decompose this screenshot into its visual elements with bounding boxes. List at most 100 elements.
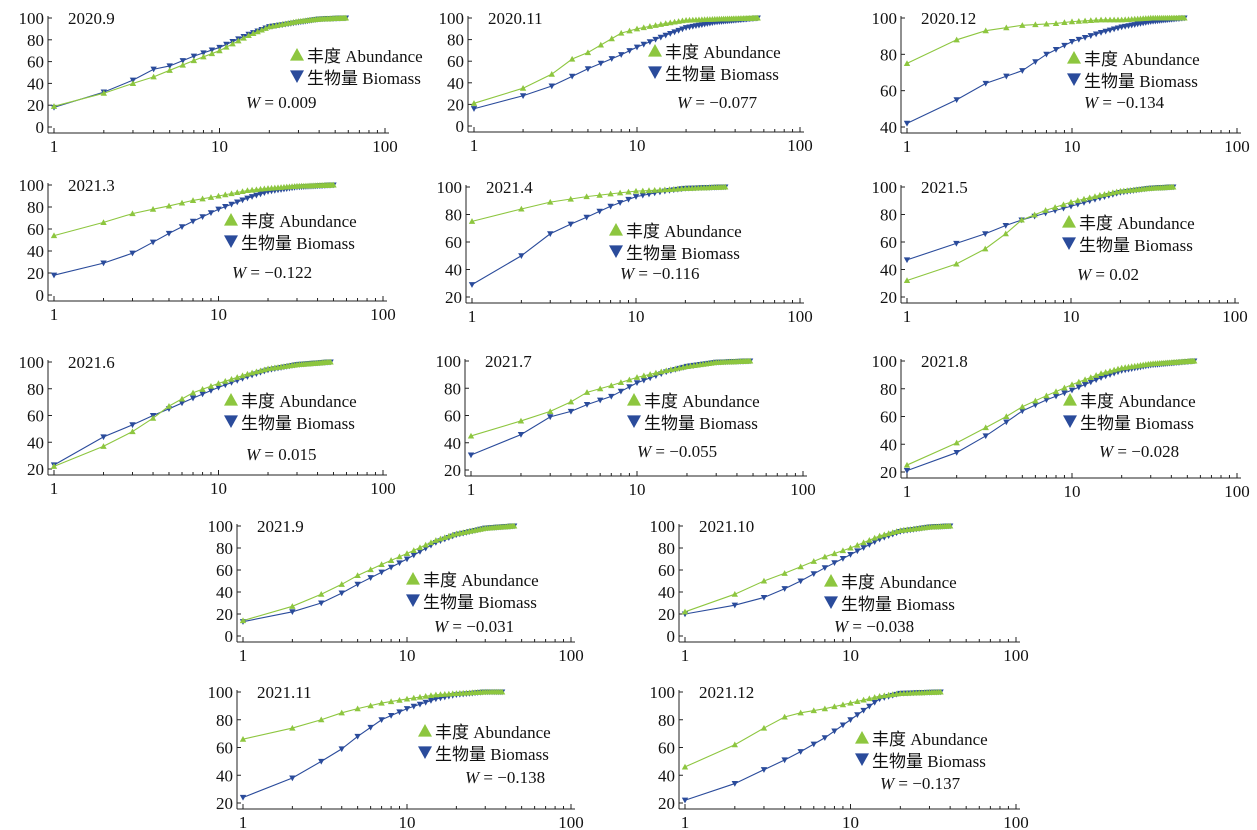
abundance-point: [367, 566, 374, 573]
biomass-point: [548, 83, 555, 90]
abundance-point: [239, 617, 247, 624]
abundance-point: [633, 374, 641, 380]
y-tick-label: 40: [880, 435, 897, 454]
biomass-point: [617, 388, 625, 395]
y-tick-label: 100: [872, 352, 898, 371]
abundance-point: [240, 34, 247, 41]
abundance-point: [847, 699, 854, 706]
abundance-point: [1031, 211, 1038, 218]
abundance-point: [1091, 193, 1099, 199]
y-tick-label: 60: [27, 220, 44, 239]
biomass-point: [208, 47, 216, 54]
abundance-point: [781, 713, 788, 720]
abundance-point: [199, 386, 206, 392]
y-tick-label: 80: [444, 379, 461, 398]
abundance-point: [632, 187, 640, 194]
abundance-point: [666, 186, 673, 193]
abundance-point: [207, 382, 215, 389]
y-tick-label: 20: [27, 96, 44, 115]
biomass-point: [410, 552, 417, 559]
abundance-point: [189, 389, 197, 396]
abundance-point: [468, 218, 476, 224]
biomass-point: [248, 194, 256, 200]
chart-panel: 40 60 80 100 1 10 100 2020.12 丰度 Abundance 生物量 Bi…: [872, 9, 1250, 156]
biomass-legend-label: 生物量 Biomass: [241, 414, 355, 433]
abundance-point: [234, 374, 241, 380]
abundance-point: [658, 368, 665, 375]
abundance-point: [258, 26, 265, 33]
biomass-point: [1110, 26, 1118, 33]
abundance-point: [289, 724, 296, 731]
biomass-point: [239, 197, 246, 204]
biomass-point: [871, 699, 878, 706]
abundance-point: [378, 561, 385, 568]
abundance-point: [1080, 195, 1088, 202]
axes: 0 20 40 60 80 100 1 10 100: [19, 176, 396, 324]
abundance-point: [199, 195, 206, 202]
abundance-point: [150, 73, 157, 80]
y-tick-label: 80: [658, 711, 675, 730]
abundance-point: [810, 707, 817, 714]
biomass-legend-marker: [1067, 73, 1081, 86]
biomass-point: [318, 600, 325, 607]
abundance-point: [597, 41, 605, 48]
legend: 丰度 Abundance 生物量 Biomass: [1062, 214, 1195, 255]
y-tick-label: 40: [444, 434, 461, 453]
y-tick-label: 20: [216, 794, 233, 813]
abundance-point: [1067, 198, 1075, 205]
abundance-point: [1074, 197, 1081, 204]
biomass-point: [416, 701, 424, 708]
axes: 20 40 60 80 100 1 10 100: [650, 683, 1029, 830]
biomass-legend-label: 生物量 Biomass: [872, 752, 986, 771]
biomass-point: [831, 560, 838, 567]
y-tick-label: 20: [658, 794, 675, 813]
panel-title: 2021.12: [699, 683, 754, 702]
panel-title: 2021.6: [68, 353, 115, 372]
x-tick-label: 10: [842, 813, 859, 830]
biomass-point: [1102, 373, 1109, 380]
abundance-point: [100, 443, 107, 449]
x-tick-label: 100: [370, 305, 396, 324]
abundance-point: [354, 705, 361, 712]
biomass-point: [903, 120, 911, 127]
biomass-point: [781, 586, 788, 592]
biomass-point: [1060, 205, 1067, 212]
y-tick-label: 20: [658, 605, 675, 624]
y-tick-label: 40: [216, 583, 233, 602]
biomass-point: [854, 548, 861, 555]
biomass-point: [616, 200, 624, 206]
abundance-point: [50, 103, 58, 109]
abundance-point: [215, 192, 222, 199]
biomass-point: [1081, 381, 1089, 388]
chart-panel: 0 20 40 60 80 100 1 10 100 2021.9 丰度 Abundance 生物量 …: [208, 517, 584, 665]
abundance-point: [860, 696, 867, 703]
y-tick-label: 40: [27, 242, 44, 261]
biomass-point: [207, 210, 215, 216]
abundance-legend-marker: [627, 393, 641, 406]
abundance-point: [625, 188, 632, 195]
abundance-point: [467, 432, 475, 439]
abundance-point: [410, 694, 417, 701]
abundance-point: [618, 29, 625, 36]
abundance-point: [318, 716, 325, 723]
y-tick-label: 0: [456, 117, 465, 136]
x-tick-label: 1: [468, 307, 477, 326]
legend: 丰度 Abundance 生物量 Biomass: [224, 392, 357, 433]
abundance-point: [342, 14, 350, 21]
abundance-point: [432, 691, 440, 698]
abundance-point: [953, 439, 960, 446]
abundance-point: [651, 187, 658, 193]
abundance-point: [866, 695, 873, 702]
biomass-point: [318, 758, 325, 765]
biomass-point: [633, 380, 641, 386]
biomass-point: [1081, 34, 1089, 41]
abundance-point: [234, 189, 241, 196]
w-statistic: W = −0.138: [465, 768, 545, 787]
biomass-point: [831, 728, 838, 735]
biomass-point: [679, 26, 686, 33]
abundance-point: [510, 522, 518, 529]
abundance-point: [1087, 17, 1095, 24]
y-tick-label: 60: [216, 561, 233, 580]
y-tick-label: 100: [650, 683, 676, 702]
abundance-point: [1060, 201, 1067, 208]
